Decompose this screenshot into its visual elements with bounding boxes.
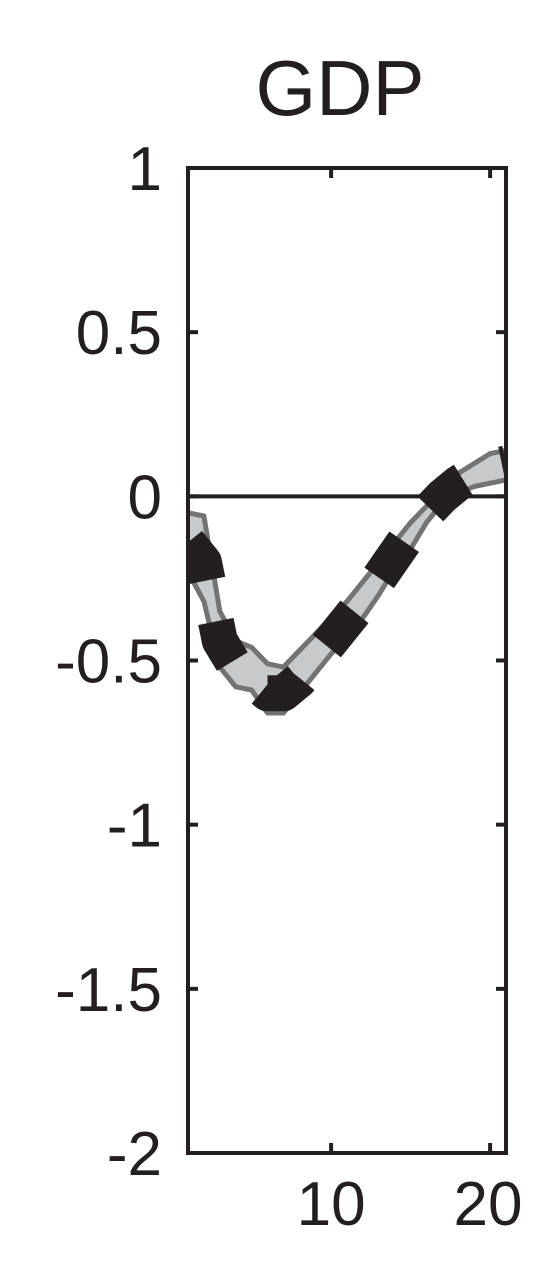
x-tick-label: 20 xyxy=(454,1170,523,1239)
median-line xyxy=(188,445,506,712)
y-tick-label: -1 xyxy=(107,792,162,861)
y-axis: 1 0.5 0 -0.5 -1 -1.5 -2 xyxy=(55,135,506,1189)
y-tick-label: 0.5 xyxy=(76,299,162,368)
x-tick-label: 10 xyxy=(297,1170,366,1239)
x-axis: 10 20 xyxy=(297,168,523,1239)
plot-area xyxy=(188,445,506,716)
chart-title: GDP xyxy=(255,44,424,132)
confidence-band xyxy=(188,450,506,713)
y-tick-label: -2 xyxy=(107,1120,162,1189)
y-tick-label: -0.5 xyxy=(55,628,162,697)
y-tick-label: 0 xyxy=(128,463,162,532)
y-tick-label: 1 xyxy=(128,135,162,204)
y-tick-label: -1.5 xyxy=(55,956,162,1025)
